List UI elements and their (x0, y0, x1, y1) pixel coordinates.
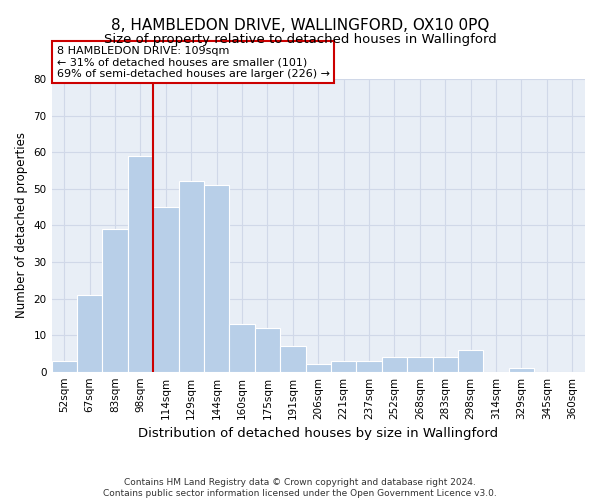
Bar (103, 229, 128, 372)
Text: Contains HM Land Registry data © Crown copyright and database right 2024.
Contai: Contains HM Land Registry data © Crown c… (103, 478, 497, 498)
Bar (458, 350, 484, 372)
Bar (305, 364, 331, 372)
Bar (509, 368, 534, 372)
Bar (204, 185, 229, 372)
Text: Size of property relative to detached houses in Wallingford: Size of property relative to detached ho… (104, 32, 496, 46)
Bar (382, 357, 407, 372)
X-axis label: Distribution of detached houses by size in Wallingford: Distribution of detached houses by size … (138, 427, 499, 440)
Text: 8, HAMBLEDON DRIVE, WALLINGFORD, OX10 0PQ: 8, HAMBLEDON DRIVE, WALLINGFORD, OX10 0P… (111, 18, 489, 32)
Text: 8 HAMBLEDON DRIVE: 109sqm
← 31% of detached houses are smaller (101)
69% of semi: 8 HAMBLEDON DRIVE: 109sqm ← 31% of detac… (57, 46, 330, 79)
Bar (407, 357, 433, 372)
Bar (77, 295, 103, 372)
Bar (356, 360, 382, 372)
Bar (52, 360, 77, 372)
Bar (331, 360, 356, 372)
Y-axis label: Number of detached properties: Number of detached properties (15, 132, 28, 318)
Bar (179, 182, 204, 372)
Bar (280, 346, 305, 372)
Bar (153, 207, 179, 372)
Bar (128, 156, 153, 372)
Bar (255, 328, 280, 372)
Bar (229, 324, 255, 372)
Bar (433, 357, 458, 372)
